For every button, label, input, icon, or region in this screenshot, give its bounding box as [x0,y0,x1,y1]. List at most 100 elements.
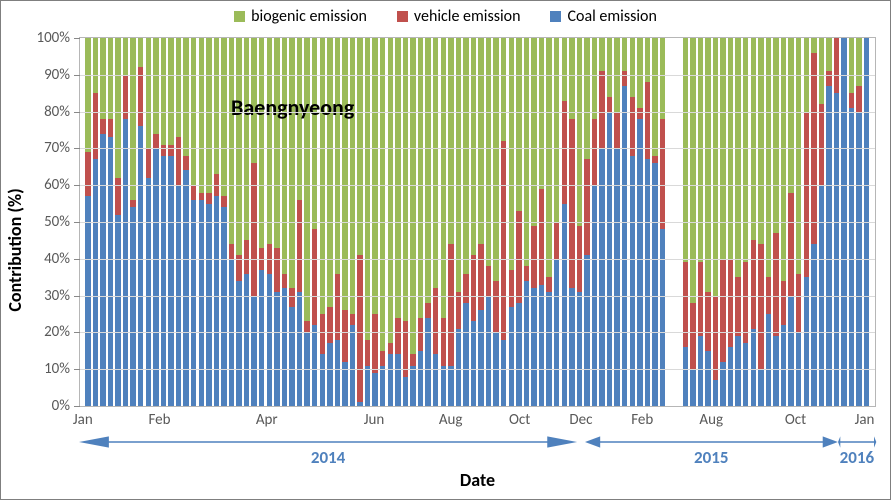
segment-vehicle [660,119,665,229]
segment-biogenic [796,38,801,274]
segment-vehicle [93,93,98,159]
segment-coal [456,329,461,406]
segment-vehicle [486,266,491,295]
x-tick-label: Feb [148,411,170,429]
plot-area: Baengnyeong 0%10%20%30%40%50%60%70%80%90… [79,37,876,407]
segment-biogenic [539,38,544,189]
segment-coal [357,402,362,406]
x-tick-label: Jan [855,411,875,429]
segment-vehicle [229,244,234,259]
y-tick-label: 30% [44,287,80,305]
segment-vehicle [849,93,854,108]
segment-coal [441,366,446,406]
segment-vehicle [804,112,809,278]
segment-vehicle [191,185,196,200]
y-tick-label: 10% [44,360,80,378]
segment-biogenic [342,38,347,310]
segment-biogenic [130,38,135,200]
segment-vehicle [244,240,249,273]
segment-biogenic [592,38,597,119]
segment-coal [297,292,302,406]
segment-vehicle [342,310,347,362]
segment-biogenic [304,38,309,321]
gridline [80,75,875,76]
chart-title: Baengnyeong [231,94,354,121]
segment-biogenic [690,38,695,303]
segment-vehicle [509,270,514,307]
segment-biogenic [478,38,483,244]
segment-biogenic [713,38,718,296]
segment-vehicle [251,163,256,295]
segment-vehicle [221,196,226,207]
segment-vehicle [130,200,135,207]
segment-vehicle [539,189,544,285]
segment-vehicle [554,222,559,259]
x-tick-label: Oct [509,411,530,429]
segment-coal [660,229,665,406]
segment-biogenic [335,38,340,274]
segment-biogenic [819,38,824,104]
segment-vehicle [425,303,430,318]
segment-biogenic [320,38,325,314]
segment-coal [509,307,514,406]
segment-vehicle [282,274,287,289]
segment-vehicle [501,141,506,340]
segment-coal [282,288,287,406]
segment-biogenic [259,38,264,248]
segment-biogenic [161,38,166,145]
legend-item-vehicle: vehicle emission [397,7,521,26]
segment-coal [199,200,204,406]
segment-coal [388,354,393,406]
segment-vehicle [652,156,657,163]
segment-coal [372,373,377,406]
segment-biogenic [448,38,453,244]
segment-coal [259,270,264,406]
chart-container: biogenic emission vehicle emission Coal … [0,0,891,500]
segment-biogenic [138,38,143,67]
segment-coal [637,119,642,406]
segment-biogenic [441,38,446,318]
segment-coal [433,354,438,406]
segment-coal [584,255,589,406]
segment-biogenic [85,38,90,152]
segment-vehicle [743,262,748,343]
segment-biogenic [327,38,332,307]
segment-vehicle [388,343,393,354]
segment-vehicle [599,71,604,148]
segment-vehicle [773,233,778,336]
y-tick-label: 50% [44,213,80,231]
segment-biogenic [214,38,219,174]
segment-coal [289,307,294,406]
segment-coal [486,296,491,406]
segment-biogenic [599,38,604,71]
segment-coal [448,366,453,406]
segment-biogenic [418,38,423,318]
segment-coal [395,354,400,406]
segment-coal [705,351,710,406]
segment-biogenic [849,38,854,93]
segment-coal [834,93,839,406]
y-tick-label: 20% [44,323,80,341]
segment-vehicle [297,200,302,292]
segment-coal [206,204,211,406]
segment-coal [471,321,476,406]
segment-coal [758,369,763,406]
segment-biogenic [403,38,408,321]
segment-vehicle [819,104,824,185]
segment-vehicle [788,193,793,296]
segment-vehicle [85,152,90,196]
legend-item-biogenic: biogenic emission [234,7,367,26]
segment-vehicle [456,292,461,329]
segment-biogenic [146,38,151,148]
segment-biogenic [758,38,763,244]
segment-coal [599,148,604,406]
segment-biogenic [395,38,400,318]
segment-biogenic [569,38,574,119]
legend-swatch-vehicle [397,11,408,22]
segment-biogenic [501,38,506,141]
segment-vehicle [562,101,567,204]
segment-vehicle [637,108,642,119]
segment-vehicle [380,351,385,366]
segment-coal [569,288,574,406]
segment-vehicle [206,193,211,204]
